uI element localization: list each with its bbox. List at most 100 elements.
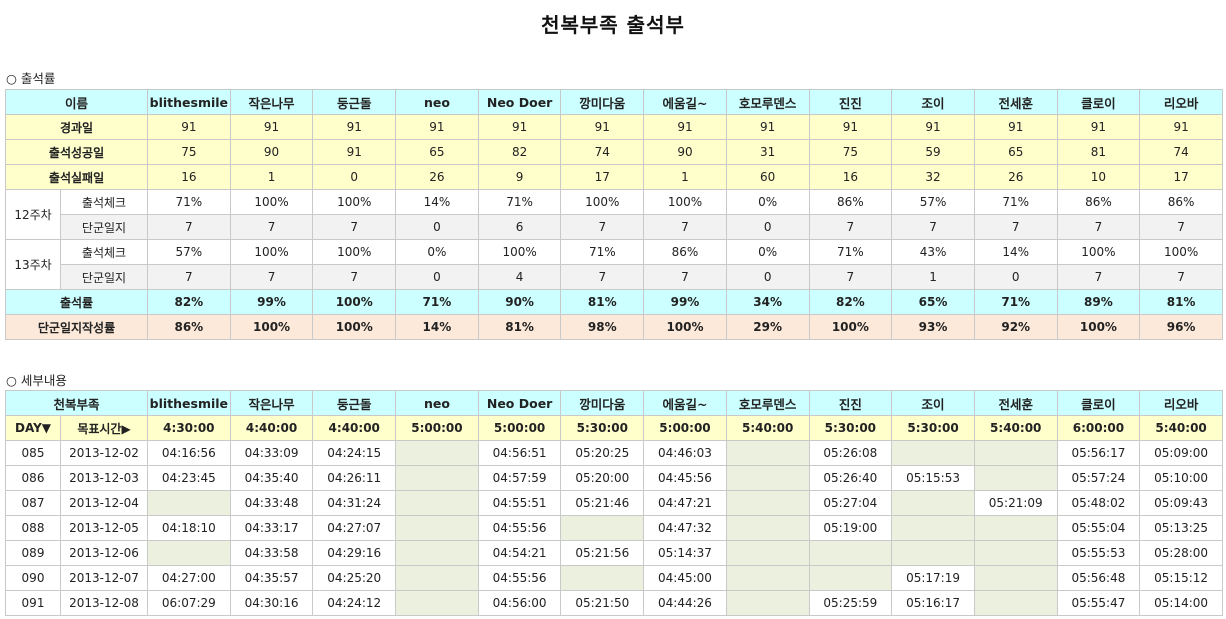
time-cell bbox=[560, 565, 645, 591]
value-cell: 31 bbox=[725, 139, 810, 165]
journal-rate-cell: 100% bbox=[312, 314, 397, 340]
journal-rate-cell: 81% bbox=[477, 314, 562, 340]
journal-cell: 7 bbox=[312, 214, 397, 240]
rate-cell: 34% bbox=[725, 289, 810, 315]
value-cell: 91 bbox=[891, 114, 975, 140]
time-cell: 04:26:11 bbox=[312, 465, 397, 491]
member-name: 전세훈 bbox=[973, 390, 1058, 416]
target-time: 5:30:00 bbox=[808, 415, 893, 441]
check-cell: 71% bbox=[560, 239, 645, 265]
time-cell: 05:10:00 bbox=[1139, 465, 1223, 491]
journal-cell: 7 bbox=[808, 214, 893, 240]
journal-rate-cell: 96% bbox=[1139, 314, 1223, 340]
time-cell: 05:14:00 bbox=[1139, 590, 1223, 616]
time-cell bbox=[973, 465, 1058, 491]
journal-rate-cell: 100% bbox=[808, 314, 893, 340]
time-cell: 04:16:56 bbox=[147, 440, 231, 466]
attendance-row-fail: 출석실패일 16 1 0 26 9 17 1 60 16 32 26 10 17 bbox=[4, 164, 1223, 190]
week-label: 12주차 bbox=[5, 189, 61, 240]
member-name: 호모루덴스 bbox=[725, 390, 810, 416]
check-cell: 100% bbox=[312, 189, 397, 215]
day-cell: 087 bbox=[5, 490, 61, 516]
check-cell: 100% bbox=[1139, 239, 1223, 265]
value-cell: 16 bbox=[147, 164, 231, 190]
value-cell: 91 bbox=[312, 139, 397, 165]
value-cell: 26 bbox=[973, 164, 1058, 190]
value-cell: 91 bbox=[229, 114, 314, 140]
value-cell: 90 bbox=[229, 139, 314, 165]
target-time: 5:00:00 bbox=[477, 415, 562, 441]
detail-row: 091 2013-12-08 06:07:29 04:30:16 04:24:12 04:… bbox=[5, 590, 1223, 616]
time-cell bbox=[725, 540, 810, 566]
value-cell: 91 bbox=[1056, 114, 1141, 140]
member-name: 클로이 bbox=[1056, 89, 1141, 115]
details-section-title: ○ 세부내용 bbox=[6, 373, 67, 388]
sub-label: 출석체크 bbox=[59, 239, 149, 265]
member-name: 에움길~ bbox=[643, 390, 727, 416]
rate-cell: 82% bbox=[808, 289, 893, 315]
attendance-row-success: 출석성공일 75 90 91 65 82 74 90 31 75 59 65 81 74 bbox=[4, 139, 1223, 165]
time-cell: 05:15:12 bbox=[1139, 565, 1223, 591]
rate-cell: 81% bbox=[1139, 289, 1223, 315]
check-cell: 71% bbox=[477, 189, 562, 215]
sub-label: 단군일지 bbox=[59, 214, 149, 240]
time-cell: 04:44:26 bbox=[643, 590, 727, 616]
detail-row: 090 2013-12-07 04:27:00 04:35:57 04:25:20 04:… bbox=[5, 565, 1223, 591]
detail-row: 087 2013-12-04 04:33:48 04:31:24 04:55:51 05:… bbox=[5, 490, 1223, 516]
date-cell: 2013-12-07 bbox=[59, 565, 149, 591]
value-cell: 17 bbox=[1139, 164, 1223, 190]
time-cell: 05:21:09 bbox=[973, 490, 1058, 516]
value-cell: 10 bbox=[1056, 164, 1141, 190]
journal-rate-cell: 93% bbox=[891, 314, 975, 340]
target-time: 5:40:00 bbox=[1139, 415, 1223, 441]
time-cell bbox=[891, 515, 975, 541]
rate-label: 출석률 bbox=[4, 289, 149, 315]
detail-row: 089 2013-12-06 04:33:58 04:29:16 04:54:21 05:… bbox=[5, 540, 1223, 566]
week-check-row: 12주차 출석체크 71% 100% 100% 14% 71% 100% 100% 0% 86% 57… bbox=[5, 189, 1223, 240]
member-name: 깡미다움 bbox=[560, 89, 645, 115]
value-cell: 32 bbox=[891, 164, 975, 190]
time-cell: 05:16:17 bbox=[891, 590, 975, 616]
check-cell: 0% bbox=[725, 189, 810, 215]
value-cell: 91 bbox=[477, 114, 562, 140]
time-cell: 05:55:47 bbox=[1056, 590, 1141, 616]
detail-row: 086 2013-12-03 04:23:45 04:35:40 04:26:11 04:… bbox=[5, 465, 1223, 491]
time-cell bbox=[973, 540, 1058, 566]
value-cell: 91 bbox=[147, 114, 231, 140]
value-cell: 91 bbox=[725, 114, 810, 140]
journal-cell: 7 bbox=[560, 214, 645, 240]
rate-cell: 100% bbox=[312, 289, 397, 315]
member-name: 조이 bbox=[891, 390, 975, 416]
journal-rate-cell: 92% bbox=[973, 314, 1058, 340]
time-cell: 05:19:00 bbox=[808, 515, 893, 541]
value-cell: 75 bbox=[808, 139, 893, 165]
rate-cell: 89% bbox=[1056, 289, 1141, 315]
rate-cell: 71% bbox=[395, 289, 479, 315]
time-cell: 04:45:00 bbox=[643, 565, 727, 591]
details-table: 천복부족 blithesmile 작은나무 둥근돌 neo Neo Doer 깡미다움 에움길… bbox=[4, 390, 1223, 616]
time-cell bbox=[395, 490, 479, 516]
time-cell: 05:09:00 bbox=[1139, 440, 1223, 466]
date-cell: 2013-12-06 bbox=[59, 540, 149, 566]
time-cell bbox=[395, 440, 479, 466]
details-header-row: 천복부족 blithesmile 작은나무 둥근돌 neo Neo Doer 깡미다움 에움길… bbox=[4, 390, 1223, 416]
member-name: 전세훈 bbox=[973, 89, 1058, 115]
time-cell: 05:55:04 bbox=[1056, 515, 1141, 541]
time-cell bbox=[725, 440, 810, 466]
attendance-rate-row: 출석률 82% 99% 100% 71% 90% 81% 99% 34% 82% 65% 71% 89%… bbox=[4, 289, 1223, 315]
time-cell bbox=[395, 590, 479, 616]
journal-cell: 7 bbox=[229, 264, 314, 290]
attendance-header-row: 이름 blithesmile 작은나무 둥근돌 neo Neo Doer 깡미다움 에움길~ 호… bbox=[4, 89, 1223, 115]
time-cell: 04:55:56 bbox=[477, 515, 562, 541]
time-cell: 05:20:25 bbox=[560, 440, 645, 466]
time-cell: 04:33:17 bbox=[229, 515, 314, 541]
rate-cell: 71% bbox=[973, 289, 1058, 315]
time-cell bbox=[973, 440, 1058, 466]
time-cell: 05:13:25 bbox=[1139, 515, 1223, 541]
time-cell bbox=[395, 565, 479, 591]
target-header: 목표시간▶ bbox=[59, 415, 149, 441]
time-cell: 05:21:56 bbox=[560, 540, 645, 566]
attendance-row-elapsed: 경과일 91 91 91 91 91 91 91 91 91 91 91 91 91 bbox=[4, 114, 1223, 140]
time-cell bbox=[395, 465, 479, 491]
check-cell: 100% bbox=[1056, 239, 1141, 265]
